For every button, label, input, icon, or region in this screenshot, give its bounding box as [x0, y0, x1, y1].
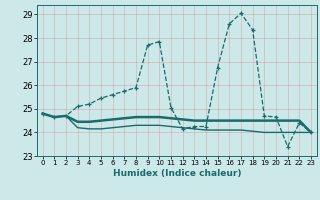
X-axis label: Humidex (Indice chaleur): Humidex (Indice chaleur) [113, 169, 241, 178]
